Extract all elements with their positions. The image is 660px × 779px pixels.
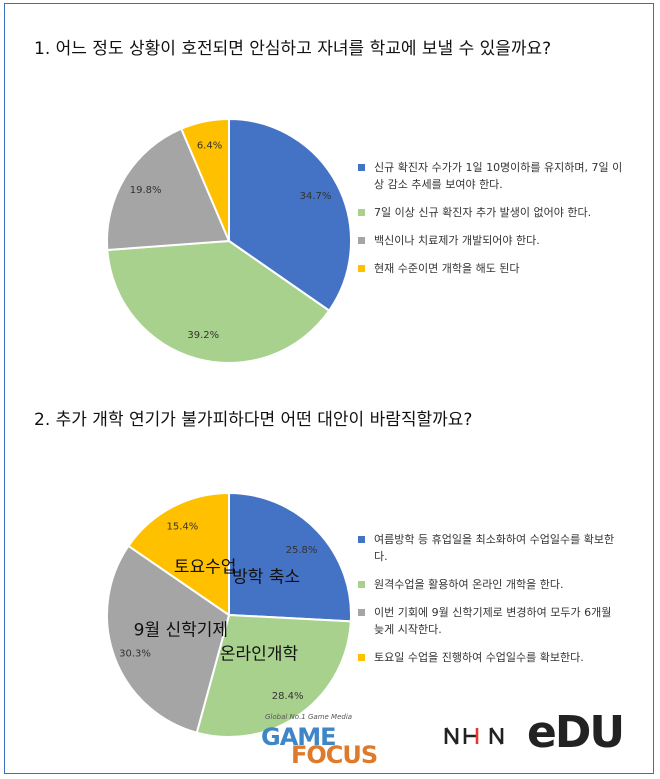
pie-2-data-label-4: 15.4% xyxy=(167,521,199,532)
legend-label: 7일 이상 신규 확진자 추가 발생이 없어야 한다. xyxy=(374,206,592,219)
chart-2-legend-item-3: 이번 기회에 9월 신학기제로 변경하여 모두가 6개월 늦게 시작한다. xyxy=(358,604,624,638)
pie-1-slice-1 xyxy=(228,117,352,313)
legend-label: 현재 수준이면 개학을 해도 된다 xyxy=(374,262,520,275)
pie-2-category-label-2: 온라인개학 xyxy=(220,645,299,665)
chart-2-legend-item-4: 토요일 수업을 진행하여 수업일수를 확보한다. xyxy=(358,649,624,666)
pie-2-slice-1 xyxy=(228,491,352,623)
legend-label: 원격수업을 활용하여 온라인 개학을 한다. xyxy=(374,578,564,591)
chart-1-legend-item-4: 현재 수준이면 개학을 해도 된다 xyxy=(358,260,624,277)
pie-2-data-label-2: 28.4% xyxy=(272,691,304,702)
legend-swatch xyxy=(358,265,365,272)
pie-2-category-label-1: 방학 축소 xyxy=(232,568,300,588)
pie-1-data-label-4: 6.4% xyxy=(197,140,222,151)
chart-1-legend-item-2: 7일 이상 신규 확진자 추가 발생이 없어야 한다. xyxy=(358,204,624,221)
legend-swatch xyxy=(358,581,365,588)
chart-1-legend-item-3: 백신이나 치료제가 개발되어야 한다. xyxy=(358,232,624,249)
pie-2: 방학 축소 25.8% 온라인개학 28.4% 9월 신학기제 30.3% 토요수업 15.4… xyxy=(106,491,352,738)
legend-label: 백신이나 치료제가 개발되어야 한다. xyxy=(374,234,540,247)
pie-2-data-label-3: 30.3% xyxy=(119,648,151,659)
legend-swatch xyxy=(358,209,365,216)
chart-1-legend: 신규 확진자 수가가 1일 10명이하를 유지하며, 7일 이상 감소 추세를 … xyxy=(358,159,624,288)
nhn-logo xyxy=(444,727,504,745)
pie-1-data-label-3: 19.8% xyxy=(130,185,162,196)
legend-swatch xyxy=(358,164,365,171)
legend-label: 여름방학 등 휴업일을 최소화하여 수업일수를 확보한다. xyxy=(374,533,615,563)
pie-1-slice-3 xyxy=(106,127,231,252)
chart-2-title: 2. 추가 개학 연기가 불가피하다면 어떤 대안이 바람직할까요? xyxy=(34,410,473,430)
legend-label: 이번 기회에 9월 신학기제로 변경하여 모두가 6개월 늦게 시작한다. xyxy=(374,606,612,636)
legend-label: 신규 확진자 수가가 1일 10명이하를 유지하며, 7일 이상 감소 추세를 … xyxy=(374,161,623,191)
pie-2-slice-2 xyxy=(195,613,352,738)
edu-logo: eDU xyxy=(527,707,625,758)
pie-1-slice-4 xyxy=(179,117,230,242)
pie-2-slice-3 xyxy=(106,544,231,734)
pie-2-category-label-3: 9월 신학기제 xyxy=(134,621,228,641)
pie-1: 34.7% 39.2% 19.8% 6.4% xyxy=(106,117,352,364)
game-focus-tagline: Global No.1 Game Media xyxy=(265,713,353,721)
game-focus-word-game: GAME xyxy=(261,723,337,751)
pie-1-slice-2 xyxy=(106,239,331,364)
chart-2-legend-item-2: 원격수업을 활용하여 온라인 개학을 한다. xyxy=(358,576,624,593)
pie-1-data-label-1: 34.7% xyxy=(300,191,332,202)
legend-swatch xyxy=(358,609,365,616)
game-focus-watermark: Global No.1 Game Media GAME FOCUS xyxy=(257,713,407,771)
pie-1-data-label-2: 39.2% xyxy=(187,330,219,341)
chart-1-legend-item-1: 신규 확진자 수가가 1일 10명이하를 유지하며, 7일 이상 감소 추세를 … xyxy=(358,159,624,193)
legend-swatch xyxy=(358,536,365,543)
pie-2-slice-4 xyxy=(127,491,230,617)
chart-2-legend: 여름방학 등 휴업일을 최소화하여 수업일수를 확보한다. 원격수업을 활용하여 … xyxy=(358,531,624,677)
chart-1-title: 1. 어느 정도 상황이 호전되면 안심하고 자녀를 학교에 보낼 수 있을까요… xyxy=(34,39,552,59)
chart-2-legend-item-1: 여름방학 등 휴업일을 최소화하여 수업일수를 확보한다. xyxy=(358,531,624,565)
pie-2-data-label-1: 25.8% xyxy=(286,545,318,556)
legend-swatch xyxy=(358,654,365,661)
legend-label: 토요일 수업을 진행하여 수업일수를 확보한다. xyxy=(374,651,584,664)
game-focus-word-focus: FOCUS xyxy=(291,741,378,769)
pie-2-category-label-4: 토요수업 xyxy=(174,558,237,578)
legend-swatch xyxy=(358,237,365,244)
